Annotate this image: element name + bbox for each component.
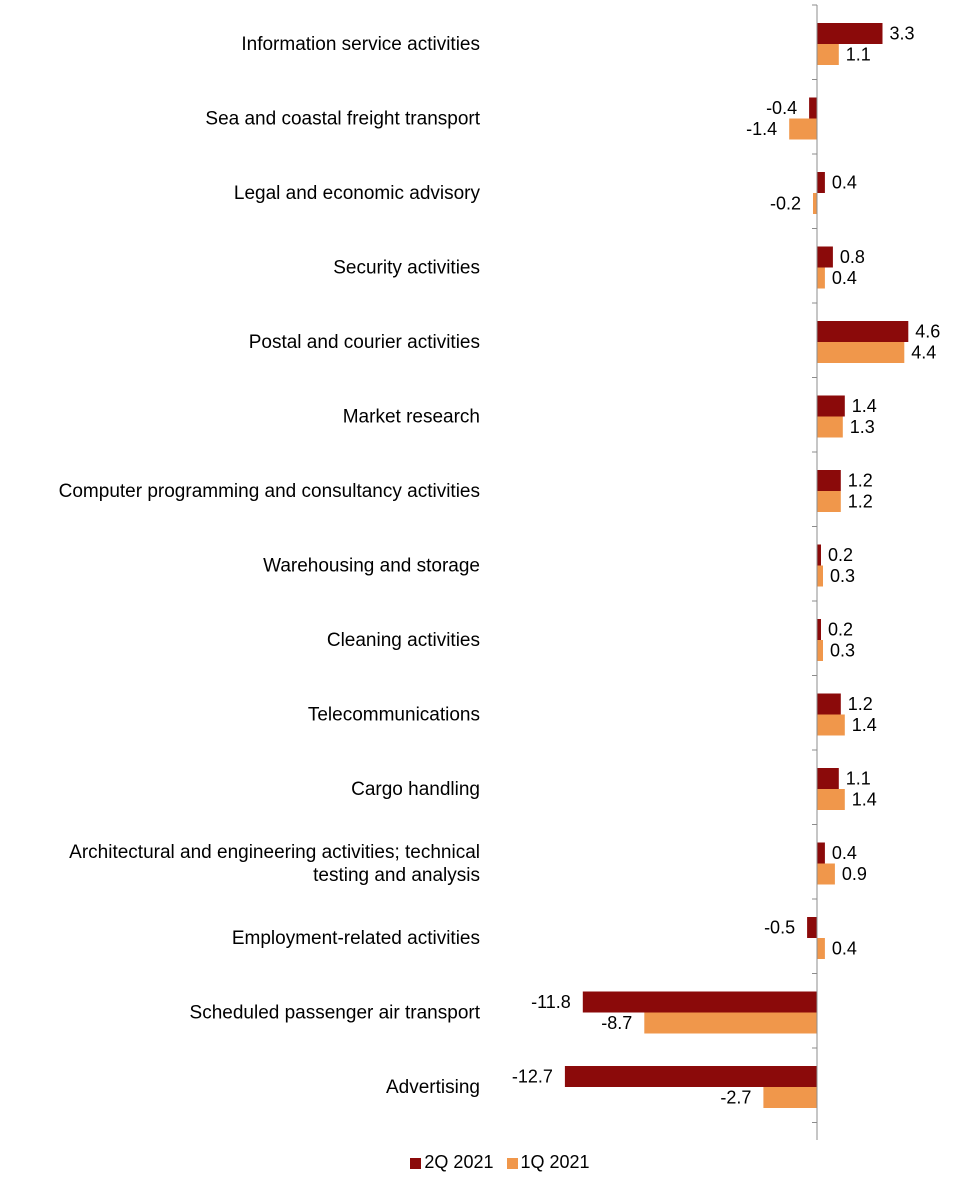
legend-label-1q-2021: 1Q 2021: [520, 1152, 590, 1172]
data-label: -8.7: [601, 1013, 632, 1033]
data-label: 4.4: [911, 343, 936, 363]
data-label: 4.6: [915, 322, 940, 342]
bar: [817, 789, 845, 810]
category-label: Warehousing and storage: [263, 556, 480, 577]
bar: [817, 938, 825, 959]
category-label: Telecommunications: [308, 705, 480, 726]
data-label: 0.4: [832, 268, 857, 288]
data-label: 0.2: [828, 545, 853, 565]
bar: [817, 640, 823, 661]
category-labels: Information service activities Sea and co…: [59, 34, 481, 1098]
bar: [817, 246, 833, 268]
legend-swatch-2q-2021: [410, 1158, 422, 1169]
data-label: 1.4: [852, 790, 877, 810]
category-label: Sea and coastal freight transport: [205, 109, 480, 130]
bar: [817, 470, 841, 491]
bar: [817, 842, 825, 864]
category-label: Advertising: [386, 1077, 480, 1098]
bar: [817, 544, 821, 566]
bar: [809, 97, 817, 119]
category-label: Scheduled passenger air transport: [190, 1003, 481, 1024]
legend-swatch-1q-2021: [506, 1158, 518, 1169]
bar: [817, 863, 835, 885]
bar: [817, 491, 841, 512]
data-label: 0.8: [840, 247, 865, 267]
category-label: Employment-related activities: [232, 928, 480, 949]
category-label: Information service activities: [241, 34, 480, 55]
legend-label-2q-2021: 2Q 2021: [424, 1152, 494, 1172]
data-label: 1.3: [850, 417, 875, 437]
bar: [817, 44, 839, 65]
bar: [813, 193, 817, 214]
data-label: 1.1: [846, 769, 871, 789]
bar: [817, 714, 845, 736]
data-label: 1.2: [848, 694, 873, 714]
data-label: 1.1: [846, 45, 871, 65]
bar: [817, 619, 821, 640]
data-label: 1.4: [852, 396, 877, 416]
data-label: 3.3: [890, 24, 915, 44]
data-label: 0.4: [832, 939, 857, 959]
legend-item-1q-2021: 1Q 2021: [506, 1152, 590, 1172]
category-label: Market research: [343, 407, 480, 428]
bar: [817, 321, 909, 342]
bar: [817, 693, 841, 715]
data-label: 0.3: [830, 641, 855, 661]
legend: 2Q 2021 1Q 2021: [0, 1152, 957, 1172]
bar: [564, 1066, 817, 1087]
category-label: Cargo handling: [351, 779, 480, 800]
data-label: 0.4: [832, 843, 857, 863]
legend-item-2q-2021: 2Q 2021: [410, 1152, 493, 1172]
data-label: -0.5: [764, 918, 795, 938]
bar: [817, 23, 883, 44]
bar: [644, 1012, 817, 1034]
data-label: 1.2: [848, 492, 873, 512]
bar: [807, 917, 817, 938]
bar: [817, 416, 843, 438]
bar: [817, 267, 825, 289]
bar: [789, 118, 817, 140]
bars: [564, 23, 909, 1108]
bar-chart: Information service activities Sea and co…: [59, 4, 940, 1140]
bar: [817, 768, 839, 789]
bar: [817, 395, 845, 417]
data-label: -2.7: [720, 1088, 751, 1108]
bar: [763, 1087, 817, 1108]
bar: [582, 991, 817, 1013]
category-label: Architectural and engineering activities…: [69, 842, 480, 886]
value-axis: [812, 4, 818, 1140]
category-label: Cleaning activities: [327, 630, 480, 651]
bar: [817, 342, 905, 363]
data-label: 0.2: [828, 620, 853, 640]
value-labels: 3.31.1-0.4-1.40.4-0.20.80.44.64.41.41.31…: [512, 24, 940, 1108]
data-label: -0.2: [770, 194, 801, 214]
data-label: 0.3: [830, 566, 855, 586]
data-label: -1.4: [746, 119, 777, 139]
data-label: 1.4: [852, 715, 877, 735]
data-label: 0.9: [842, 864, 867, 884]
data-label: 0.4: [832, 173, 857, 193]
data-label: -11.8: [531, 992, 571, 1012]
data-label: -0.4: [766, 98, 797, 118]
category-label: Legal and economic advisory: [234, 183, 481, 204]
bar: [817, 172, 825, 193]
data-label: 1.2: [848, 471, 873, 491]
category-label: Postal and courier activities: [249, 332, 480, 353]
category-label: Computer programming and consultancy act…: [59, 481, 480, 502]
bar: [817, 565, 823, 587]
category-label: Security activities: [333, 258, 480, 279]
data-label: -12.7: [512, 1067, 553, 1087]
